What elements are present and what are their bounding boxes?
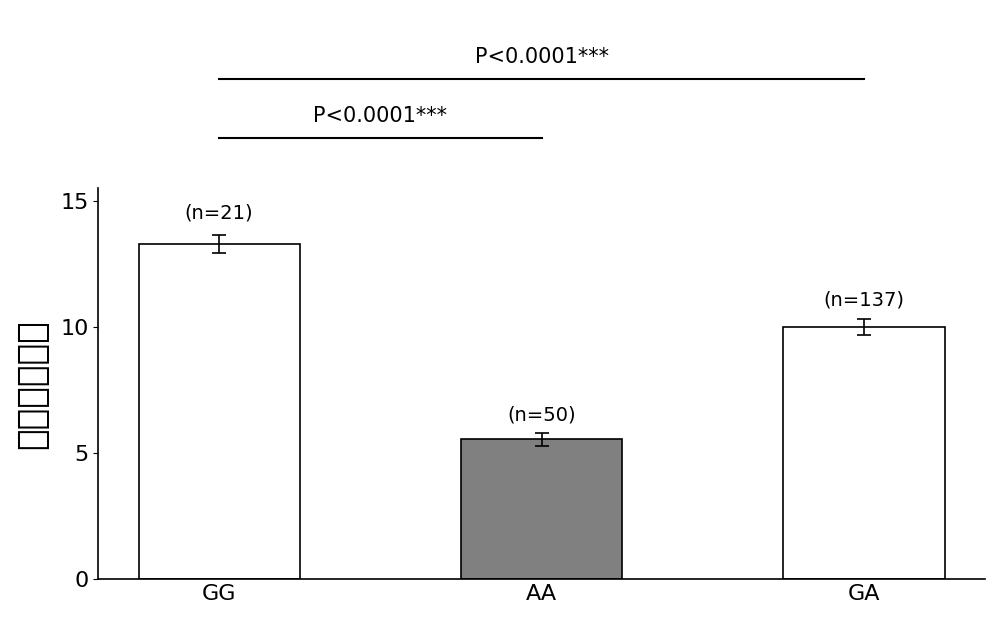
Bar xyxy=(783,327,945,579)
Text: P<0.0001***: P<0.0001*** xyxy=(313,106,447,126)
Text: P<0.0001***: P<0.0001*** xyxy=(475,47,609,67)
Text: (n=21): (n=21) xyxy=(185,204,253,222)
Text: (n=137): (n=137) xyxy=(824,291,905,310)
Y-axis label: 次生乳管列数: 次生乳管列数 xyxy=(15,319,49,449)
Bar xyxy=(139,244,300,579)
Text: (n=50): (n=50) xyxy=(507,405,576,424)
Bar xyxy=(461,439,622,579)
